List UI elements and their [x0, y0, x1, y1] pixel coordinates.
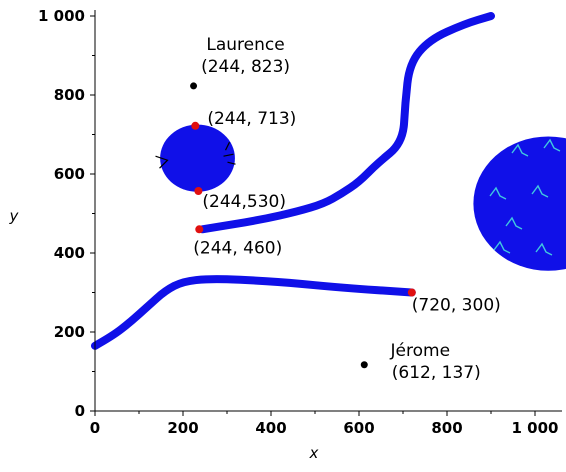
person-name: Jérome [390, 341, 451, 361]
marked-point [195, 225, 204, 234]
y-tick-label: 1 000 [38, 7, 85, 25]
y-tick-label: 200 [54, 323, 85, 341]
person-name: Laurence [206, 35, 284, 55]
wave-mark [505, 216, 523, 230]
marked-point-label: (244,530) [202, 192, 286, 212]
y-tick-label: 800 [54, 86, 85, 104]
wave-mark [531, 184, 549, 198]
wave-mark [535, 242, 553, 256]
marked-point-label: (244, 713) [207, 109, 296, 129]
x-tick-label: 0 [90, 419, 100, 437]
wave-mark [489, 186, 507, 200]
pond-area [160, 124, 235, 192]
x-tick-label: 1 000 [512, 419, 559, 437]
y-tick-label: 400 [54, 244, 85, 262]
person-point [190, 82, 198, 90]
marked-point [194, 186, 203, 195]
road-2 [198, 12, 495, 234]
reed-mark [155, 155, 169, 169]
marked-point-label: (244, 460) [193, 238, 282, 258]
y-axis-title: y [9, 207, 20, 225]
reed-mark [223, 141, 236, 165]
wave-mark [511, 143, 529, 157]
person-coordinates: (244, 823) [201, 57, 290, 77]
road-1 [91, 275, 416, 350]
marked-point-label: (720, 300) [412, 296, 501, 316]
x-tick-label: 600 [343, 419, 374, 437]
lake-area [473, 136, 566, 271]
marked-point [191, 121, 200, 130]
wave-mark [493, 240, 511, 254]
x-tick-label: 800 [431, 419, 462, 437]
marked-point [407, 288, 416, 297]
x-tick-label: 400 [255, 419, 286, 437]
y-tick-label: 600 [54, 165, 85, 183]
wave-mark [543, 138, 561, 152]
y-tick-label: 0 [75, 402, 85, 420]
x-axis-title: x [309, 444, 319, 462]
person-coordinates: (612, 137) [392, 363, 481, 383]
person-point [360, 361, 368, 369]
x-tick-label: 200 [167, 419, 198, 437]
